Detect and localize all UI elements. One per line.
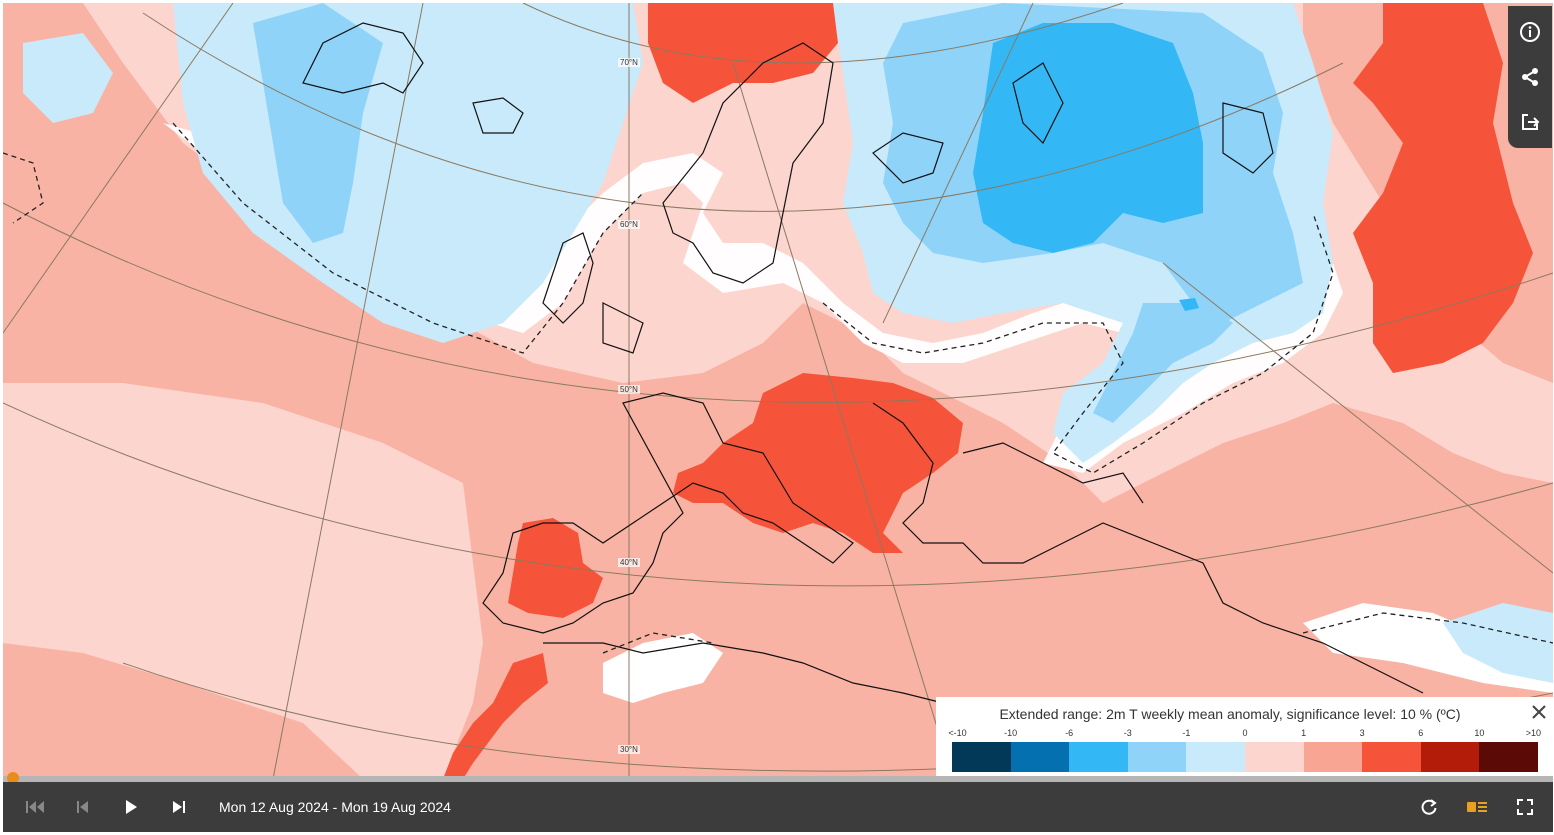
legend-swatch-3 [1127,742,1187,772]
legend-title: Extended range: 2m T weekly mean anomaly… [999,706,1461,722]
legend-swatch-2 [1069,742,1128,772]
legend-tick-label: >10 [1525,728,1542,738]
close-icon[interactable] [1530,703,1548,721]
graticule [3,3,1553,779]
skip-first-icon[interactable] [21,793,49,821]
info-icon[interactable] [1515,17,1545,47]
fullscreen-icon[interactable] [1511,793,1539,821]
legend-tick-label: 10 [1474,728,1485,738]
date-range: Mon 12 Aug 2024 - Mon 19 Aug 2024 [219,799,451,815]
legend-tick-label: 3 [1359,728,1365,738]
lat-label-70: 70°N [620,58,638,67]
timeline-track[interactable] [3,772,1553,784]
region-blue-ukraine [1093,303,1233,423]
region-red-iberia [508,518,603,618]
step-back-icon[interactable] [69,793,97,821]
export-icon[interactable] [1515,107,1545,137]
region-strong-blue-dot [1179,298,1199,311]
region-red-central-europe [673,373,963,553]
legend-swatch-8 [1420,742,1480,772]
legend-tick-label: 6 [1418,728,1424,738]
play-icon[interactable] [117,793,145,821]
lat-label-60: 60°N [620,220,638,229]
lat-label-40: 40°N [620,558,638,567]
legend-panel: Extended range: 2m T weekly mean anomaly… [936,697,1554,779]
refresh-icon[interactable] [1415,793,1443,821]
legend-tick-label: <-10 [948,728,967,738]
legend-tick-label: -10 [1004,728,1018,738]
anomaly-map[interactable]: 70°N 60°N 50°N 40°N 30°N [3,3,1553,779]
legend-tick-label: -6 [1065,728,1074,738]
legend-toggle-icon[interactable] [1463,793,1491,821]
legend-tick-label: 1 [1301,728,1307,738]
significance-contours [3,122,1553,654]
legend-color-bar [952,742,1538,772]
legend-tick-label: -1 [1182,728,1191,738]
legend-swatch-0 [952,742,1011,772]
legend-tick-labels: <-10 -10 -6 -3 -1 0 1 3 6 10 >10 [948,728,1542,740]
legend-swatch-1 [1010,742,1070,772]
legend-swatch-5 [1244,742,1304,772]
playback-controls: Mon 12 Aug 2024 - Mon 19 Aug 2024 [3,782,1553,832]
legend-tick-label: 0 [1242,728,1248,738]
skip-last-icon[interactable] [165,793,193,821]
legend-swatch-4 [1186,742,1245,772]
region-light-blue-nw [23,33,113,123]
coastlines [302,22,1424,704]
share-icon[interactable] [1515,62,1545,92]
region-red-russia-east [1353,3,1533,373]
lat-label-50: 50°N [620,385,638,394]
region-red-norway [648,3,838,103]
timeline-handle[interactable] [7,772,19,784]
side-toolbar [1508,6,1552,148]
region-light-pink-atlantic-band [3,383,483,779]
lat-label-30: 30°N [620,745,638,754]
legend-swatch-6 [1303,742,1363,772]
latitude-labels: 70°N 60°N 50°N 40°N 30°N [618,58,640,754]
region-light-blue-se [1443,603,1553,683]
region-red-west-africa [443,653,548,779]
legend-tick-label: -3 [1123,728,1132,738]
region-light-pink-atlantic-streak [23,468,123,508]
region-strong-blue-russia [973,23,1203,253]
legend-swatch-9 [1479,742,1538,772]
region-white-east-med [1303,603,1553,693]
region-blue-greenland-sea [253,3,383,243]
legend-swatch-7 [1362,742,1421,772]
map-canvas[interactable]: 70°N 60°N 50°N 40°N 30°N [3,3,1553,779]
